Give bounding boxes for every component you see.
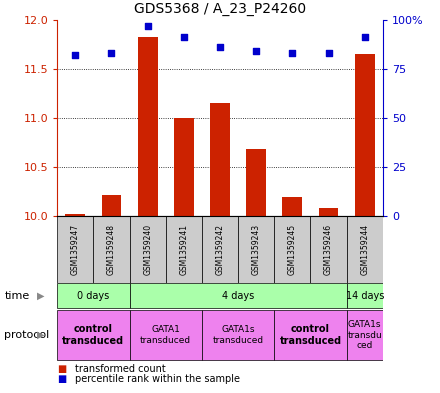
Text: GSM1359240: GSM1359240 [143,224,152,275]
Text: ■: ■ [57,364,66,374]
Bar [102,195,121,216]
Text: time: time [4,291,29,301]
Bar [347,310,383,360]
Bar [138,37,158,216]
Bar [311,216,347,283]
Text: ▶: ▶ [37,330,45,340]
Bar [319,208,338,216]
Text: GATA1s
transdu
ced: GATA1s transdu ced [347,320,382,350]
Text: GSM1359241: GSM1359241 [180,224,188,275]
Bar [347,216,383,283]
Text: GSM1359245: GSM1359245 [288,224,297,275]
Text: GATA1s
transduced: GATA1s transduced [213,325,264,345]
Bar [166,216,202,283]
Point [108,50,115,56]
Text: GSM1359246: GSM1359246 [324,224,333,275]
Bar [347,283,383,308]
Point [253,48,260,54]
Point [72,52,79,58]
Bar [129,283,347,308]
Point [325,50,332,56]
Bar [174,118,194,216]
Bar [57,216,93,283]
Point [289,50,296,56]
Point [144,22,151,29]
Title: GDS5368 / A_23_P24260: GDS5368 / A_23_P24260 [134,2,306,16]
Point [216,44,224,50]
Bar [274,310,347,360]
Bar [202,216,238,283]
Bar [129,216,166,283]
Bar [66,214,85,216]
Text: control
transduced: control transduced [62,324,125,346]
Text: GSM1359242: GSM1359242 [216,224,224,275]
Text: control
transduced: control transduced [279,324,341,346]
Text: ▶: ▶ [37,291,45,301]
Text: percentile rank within the sample: percentile rank within the sample [75,374,240,384]
Text: GSM1359248: GSM1359248 [107,224,116,275]
Bar [355,54,375,216]
Bar [57,283,129,308]
Bar [282,196,302,216]
Text: GSM1359244: GSM1359244 [360,224,369,275]
Text: protocol: protocol [4,330,50,340]
Text: GATA1
transduced: GATA1 transduced [140,325,191,345]
Point [180,34,187,40]
Bar [210,103,230,216]
Bar [57,310,129,360]
Bar [238,216,274,283]
Text: ■: ■ [57,374,66,384]
Point [361,34,368,40]
Text: 0 days: 0 days [77,291,110,301]
Text: GSM1359247: GSM1359247 [71,224,80,275]
Bar [274,216,311,283]
Bar [93,216,129,283]
Bar [246,149,266,216]
Bar [202,310,274,360]
Text: 4 days: 4 days [222,291,254,301]
Text: transformed count: transformed count [75,364,165,374]
Bar [129,310,202,360]
Text: GSM1359243: GSM1359243 [252,224,260,275]
Text: 14 days: 14 days [345,291,384,301]
